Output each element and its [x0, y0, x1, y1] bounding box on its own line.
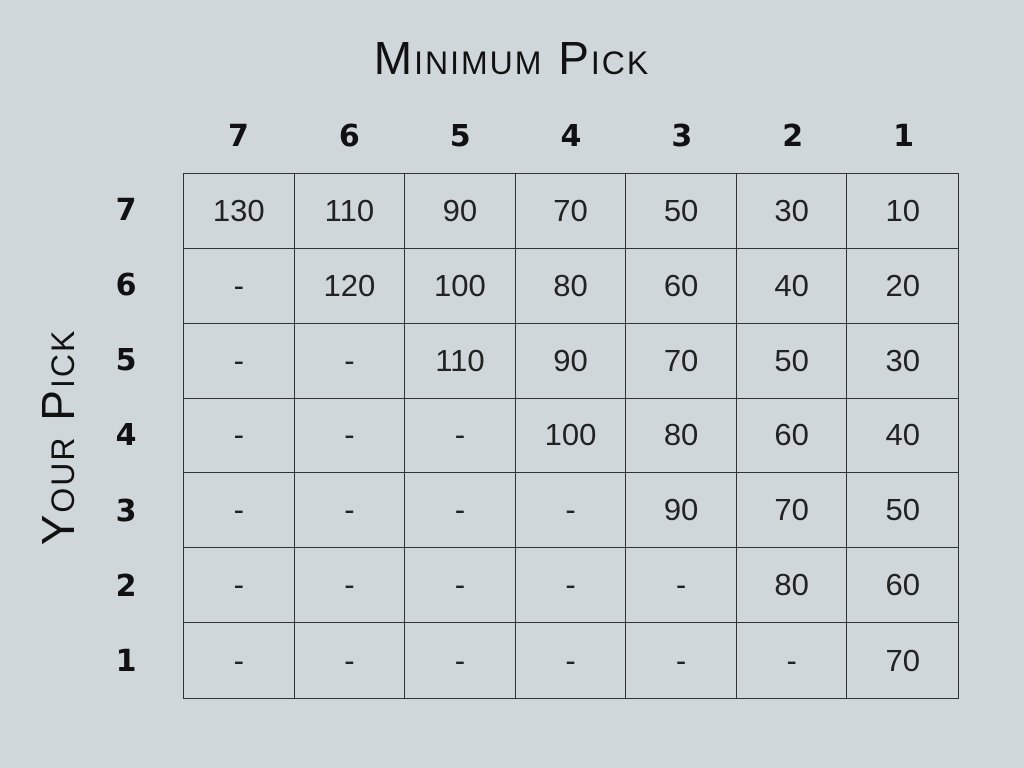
column-header: 3 [671, 118, 693, 154]
table-cell: 60 [847, 548, 958, 624]
table-cell: 120 [294, 248, 406, 324]
table-cell: 80 [736, 548, 848, 624]
table-cell: 60 [626, 248, 737, 324]
table-cell: - [737, 623, 848, 698]
table-cell: - [515, 473, 627, 549]
row-header: 4 [115, 418, 137, 454]
table-cell: 40 [847, 399, 958, 474]
table-cell: 100 [405, 248, 516, 324]
table-cell: 50 [626, 174, 737, 249]
table-cell: - [515, 548, 627, 624]
table-cell: - [294, 548, 406, 624]
column-header: 6 [338, 118, 360, 154]
row-header: 2 [115, 568, 137, 604]
table-cell: 30 [736, 174, 848, 249]
table-cell: 80 [626, 398, 737, 474]
table-cell: 70 [515, 174, 627, 249]
table-cell: 90 [405, 174, 516, 249]
table-cell: 70 [736, 473, 848, 549]
column-axis-title: Minimum Pick [373, 32, 651, 84]
table-cell: - [405, 398, 516, 474]
table-cell: - [405, 473, 516, 549]
table-cell: 70 [885, 642, 920, 678]
table-cell: 110 [405, 323, 516, 399]
row-header: 1 [115, 643, 137, 679]
column-header: 2 [782, 118, 804, 154]
table-cell: - [184, 473, 295, 549]
table-cell: 100 [515, 398, 627, 474]
table-cell: 60 [736, 398, 848, 474]
row-headers: 7 6 5 4 3 2 1 [96, 173, 156, 699]
table-cell: - [184, 248, 295, 324]
table-cell: - [184, 323, 295, 399]
table-cell: 40 [736, 248, 848, 324]
row-header: 6 [115, 268, 137, 304]
column-headers: 7 6 5 4 3 2 1 [183, 112, 959, 160]
column-header: 7 [227, 118, 249, 154]
table-cell: 50 [736, 323, 848, 399]
payoff-table: 130 110 90 70 50 30 10-120 100 80 60 40 20- -110 90 70… [183, 173, 959, 699]
table-cell: 110 [294, 174, 406, 249]
table-cell: - [405, 548, 516, 624]
table-cell: - [184, 623, 295, 698]
table-cell: - [626, 623, 737, 698]
table-cell: - [184, 398, 295, 474]
table-cell: 130 [184, 174, 295, 249]
table-cell: 90 [626, 473, 737, 549]
table-cell: 70 [626, 323, 737, 399]
table-cell: - [294, 398, 406, 474]
table-cell: 10 [847, 174, 958, 249]
row-axis-title: Your Pick [32, 328, 84, 546]
column-header: 1 [893, 118, 914, 154]
table-cell: - [295, 623, 406, 698]
column-header: 4 [560, 118, 582, 154]
table-cell: - [294, 323, 406, 399]
table-cell: 50 [847, 473, 958, 549]
column-header: 5 [449, 118, 471, 154]
table-cell: 30 [847, 324, 958, 399]
row-header: 3 [115, 493, 137, 529]
table-cell: - [184, 548, 295, 624]
table-cell: - [405, 623, 516, 698]
table-cell: 20 [847, 249, 958, 324]
row-header: 5 [115, 343, 137, 379]
table-cell: - [516, 623, 627, 698]
row-header: 7 [115, 193, 137, 229]
table-cell: - [294, 473, 406, 549]
table-cell: - [626, 548, 737, 624]
table-cell: 80 [515, 248, 627, 324]
table-cell: 90 [515, 323, 627, 399]
